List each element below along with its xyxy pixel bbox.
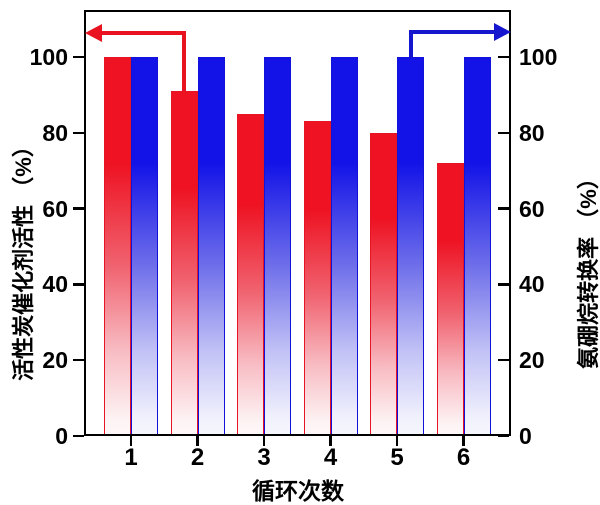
y-tick-label-right-100: 100 [519, 44, 558, 70]
y-tick-right-40 [498, 283, 509, 286]
y-tick-right-60 [498, 207, 509, 210]
bar-red-cycle-6 [436, 163, 464, 436]
y-tick-label-left-100: 100 [29, 44, 68, 70]
y-tick-left-0 [73, 434, 84, 438]
bar-red-cycle-2 [170, 91, 198, 436]
bar-blue-cycle-5 [397, 57, 424, 436]
bar-blue-cycle-3 [264, 57, 291, 436]
bar-red-cycle-3 [237, 113, 264, 436]
x-tick-6 [462, 436, 465, 446]
x-tick-label-5: 5 [390, 444, 404, 471]
x-tick-label-3: 3 [257, 444, 271, 471]
y-tick-label-left-80: 80 [42, 119, 68, 146]
y-axis-label-left: 活性炭催化剂活性 （%） [11, 135, 36, 381]
y-tick-right-20 [498, 358, 509, 362]
y-tick-label-right-20: 20 [519, 347, 545, 374]
y-tick-left-80 [73, 131, 84, 135]
y-tick-left-40 [73, 283, 84, 286]
y-tick-label-right-0: 0 [519, 423, 532, 449]
bar-red-cycle-1 [104, 57, 131, 436]
y-tick-label-left-60: 60 [42, 195, 68, 222]
y-tick-label-right-40: 40 [519, 271, 545, 298]
x-tick-label-6: 6 [456, 444, 471, 471]
blue-arrow-horizontal-segment [408, 30, 494, 34]
red-arrow-left-head-icon [85, 24, 102, 42]
y-tick-right-100 [498, 55, 509, 59]
x-tick-4 [329, 436, 332, 446]
y-tick-label-left-0: 0 [55, 423, 68, 449]
y-tick-left-60 [73, 207, 84, 210]
bar-red-cycle-5 [370, 132, 397, 436]
red-arrow-horizontal-segment [100, 31, 186, 35]
blue-arrow-vertical-segment [408, 30, 413, 57]
blue-arrow-right-head-icon [494, 23, 511, 41]
bar-blue-cycle-1 [131, 57, 158, 436]
x-tick-3 [262, 436, 266, 446]
x-tick-5 [395, 436, 399, 446]
x-tick-label-1: 1 [124, 444, 138, 471]
x-tick-1 [129, 436, 133, 446]
x-tick-label-4: 4 [323, 444, 338, 471]
bar-blue-cycle-6 [463, 57, 491, 436]
y-tick-left-100 [73, 55, 84, 59]
y-tick-label-right-60: 60 [519, 195, 545, 222]
x-tick-label-2: 2 [190, 444, 205, 471]
y-tick-right-80 [498, 131, 509, 135]
y-tick-label-right-80: 80 [519, 119, 545, 146]
x-tick-2 [196, 436, 199, 446]
y-tick-label-left-20: 20 [42, 347, 68, 374]
bar-blue-cycle-4 [330, 57, 358, 436]
bar-red-cycle-4 [303, 121, 331, 436]
y-tick-left-20 [73, 358, 84, 362]
x-axis-label: 循环次数 [252, 478, 344, 504]
red-arrow-vertical-segment [182, 31, 186, 92]
bar-blue-cycle-2 [197, 57, 225, 436]
y-tick-right-0 [498, 434, 509, 438]
y-tick-label-left-40: 40 [42, 271, 68, 298]
